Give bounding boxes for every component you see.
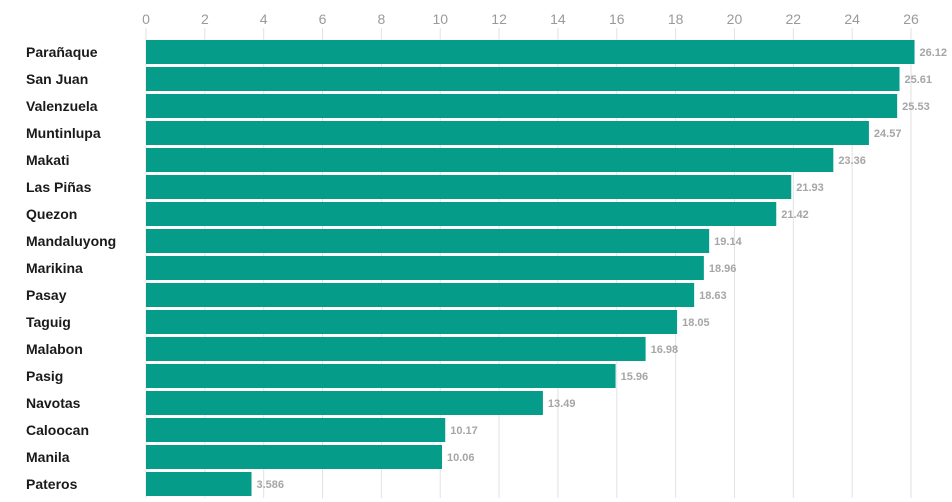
x-tick-label: 2 — [201, 11, 209, 27]
bar — [146, 256, 704, 280]
value-label: 13.49 — [548, 398, 576, 410]
bar — [146, 364, 616, 388]
x-tick-label: 6 — [319, 11, 327, 27]
value-label: 10.17 — [450, 425, 478, 437]
category-label: Manila — [26, 449, 70, 465]
category-label: Marikina — [26, 260, 83, 276]
bar — [146, 148, 834, 172]
value-label: 18.96 — [709, 263, 737, 275]
category-label: Navotas — [26, 395, 81, 411]
value-label: 19.14 — [714, 236, 742, 248]
value-label: 16.98 — [651, 344, 679, 356]
category-labels: Parañaque San Juan Valenzuela Muntinlupa Mak… — [26, 44, 116, 492]
category-label: Malabon — [26, 341, 83, 357]
value-labels: 26.12 25.61 25.53 24.57 23.36 21.93 21.42 19.14… — [257, 47, 948, 491]
x-tick-label: 22 — [786, 11, 802, 27]
value-label: 26.12 — [920, 47, 948, 59]
category-label: Pateros — [26, 476, 78, 492]
bar — [146, 445, 442, 469]
category-label: Caloocan — [26, 422, 89, 438]
x-tick-label: 16 — [609, 11, 625, 27]
bar — [146, 310, 678, 334]
category-label: Makati — [26, 152, 70, 168]
x-tick-label: 26 — [903, 11, 919, 27]
x-tick-label: 24 — [844, 11, 860, 27]
x-tick-label: 10 — [432, 11, 448, 27]
bar — [146, 418, 446, 442]
value-label: 25.61 — [905, 74, 933, 86]
bar — [146, 121, 869, 145]
bars — [146, 40, 915, 496]
x-tick-label: 8 — [377, 11, 385, 27]
bar — [146, 229, 710, 253]
category-label: Parañaque — [26, 44, 98, 60]
bar — [146, 202, 777, 226]
bar — [146, 40, 915, 64]
value-label: 18.05 — [682, 317, 710, 329]
category-label: Pasig — [26, 368, 63, 384]
bar — [146, 94, 898, 118]
category-label: Quezon — [26, 206, 77, 222]
x-tick-label: 14 — [550, 11, 566, 27]
bar — [146, 391, 543, 415]
bar — [146, 175, 792, 199]
x-tick-label: 0 — [142, 11, 150, 27]
x-tick-label: 20 — [727, 11, 743, 27]
bar — [146, 472, 252, 496]
value-label: 25.53 — [902, 101, 930, 113]
value-label: 3.586 — [257, 479, 285, 491]
value-label: 24.57 — [874, 128, 902, 140]
category-label: Las Piñas — [26, 179, 92, 195]
value-label: 15.96 — [621, 371, 649, 383]
x-tick-label: 4 — [260, 11, 268, 27]
category-label: Mandaluyong — [26, 233, 116, 249]
value-label: 23.36 — [838, 155, 866, 167]
bar — [146, 283, 695, 307]
x-tick-label: 18 — [668, 11, 684, 27]
value-label: 21.93 — [796, 182, 824, 194]
value-label: 18.63 — [699, 290, 727, 302]
value-label: 21.42 — [781, 209, 809, 221]
category-label: Pasay — [26, 287, 67, 303]
x-tick-label: 12 — [491, 11, 507, 27]
category-label: Valenzuela — [26, 98, 98, 114]
category-label: Taguig — [26, 314, 71, 330]
category-label: San Juan — [26, 71, 88, 87]
category-label: Muntinlupa — [26, 125, 101, 141]
bar — [146, 67, 900, 91]
value-label: 10.06 — [447, 452, 475, 464]
x-axis-ticks: 0 2 4 6 8 10 12 14 16 18 20 22 24 26 — [142, 11, 919, 27]
bar — [146, 337, 646, 361]
